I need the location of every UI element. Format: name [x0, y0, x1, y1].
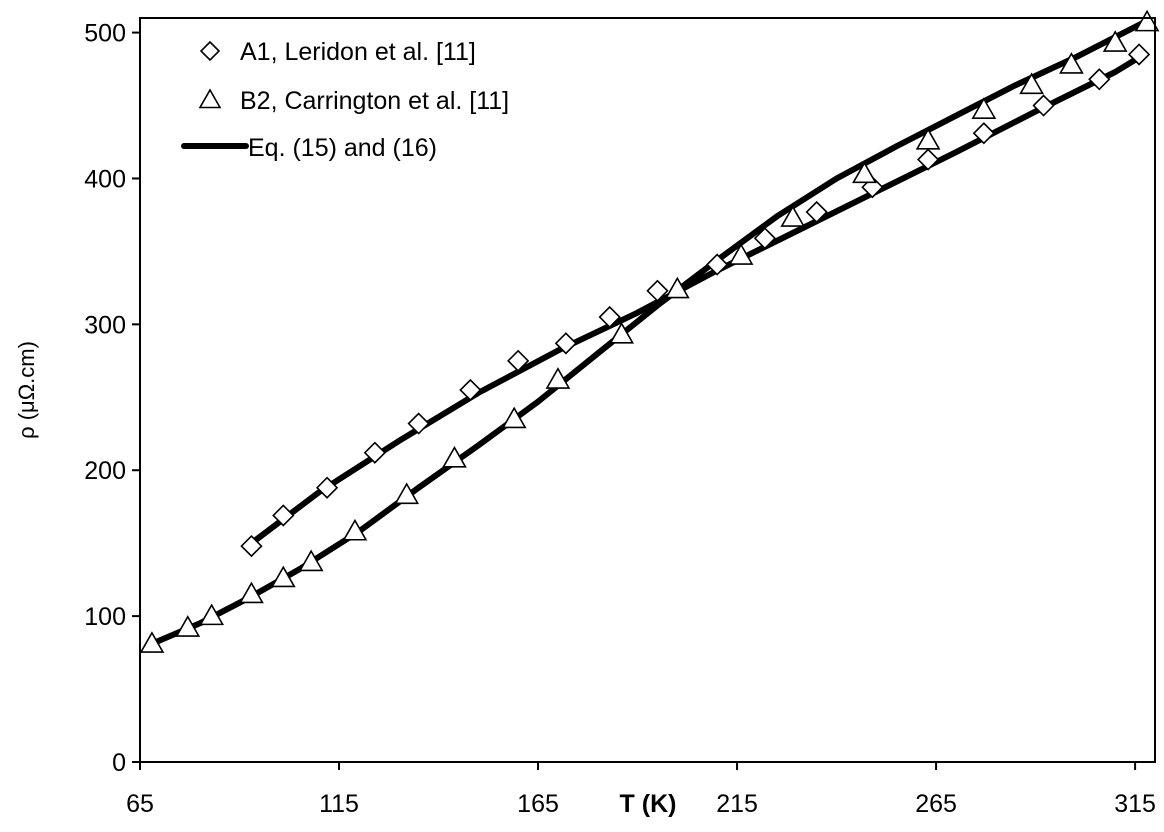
diamond-data-point	[272, 504, 295, 527]
triangle-data-point	[175, 615, 201, 637]
diamond-data-point	[459, 378, 482, 402]
triangle-data-point	[915, 127, 941, 150]
y-axis-title: ρ (μΩ.cm)	[14, 341, 39, 439]
x-tick-label: 215	[716, 790, 758, 818]
triangle-data-point	[780, 205, 806, 227]
x-axis-title: T (K)	[620, 790, 677, 818]
legend-triangle-marker-icon	[198, 88, 222, 109]
y-tick-label: 300	[84, 311, 126, 339]
triangle-data-point	[664, 276, 690, 299]
triangle-data-point	[728, 243, 754, 265]
triangle-data-point	[342, 518, 368, 541]
triangle-data-point	[501, 406, 527, 429]
triangle-data-point	[1134, 9, 1160, 32]
y-tick-label: 500	[84, 20, 126, 48]
axis-ticks: 65 115 165 215 265 315 0 100 200 300 400 500	[84, 20, 1156, 818]
diamond-data-point	[1032, 94, 1055, 117]
legend-entry-b2: B2, Carrington et al. [11]	[240, 87, 509, 115]
y-tick-label: 400	[84, 165, 126, 193]
triangle-data-point	[298, 549, 324, 572]
legend-entry-equation: Eq. (15) and (16)	[248, 134, 437, 162]
diamond-data-point	[407, 412, 430, 435]
triangle-data-point	[394, 482, 420, 505]
legend-entry-a1: A1, Leridon et al. [11]	[240, 38, 476, 66]
x-tick-label: 315	[1114, 790, 1156, 818]
fit-curve-1	[248, 54, 1143, 547]
diamond-data-point	[363, 441, 386, 464]
plot-area-frame	[139, 17, 1156, 763]
diamond-data-point	[598, 305, 621, 329]
diamond-data-point	[706, 253, 729, 276]
legend: A1, Leridon et al. [11] B2, Carrington e…	[181, 38, 509, 162]
x-tick-label: 65	[126, 790, 154, 818]
triangle-data-point	[609, 321, 635, 344]
diamond-data-point	[805, 200, 828, 224]
triangle-data-point	[270, 565, 296, 588]
triangle-data-point	[1059, 52, 1084, 74]
data-markers	[139, 9, 1160, 653]
diamond-data-point	[507, 349, 530, 372]
x-tick-label: 115	[319, 790, 359, 818]
diamond-data-point	[753, 227, 777, 250]
y-tick-label: 200	[84, 457, 126, 485]
fit-curve-2	[148, 17, 1150, 647]
diamond-data-point	[240, 534, 263, 558]
triangle-data-point	[1102, 30, 1128, 52]
diamond-data-point	[1088, 68, 1111, 91]
y-tick-label: 0	[112, 749, 126, 777]
diamond-data-point	[554, 332, 578, 355]
diamond-data-point	[916, 148, 940, 171]
diamond-data-point	[315, 476, 339, 499]
diamond-data-point	[972, 122, 995, 145]
triangle-data-point	[971, 97, 997, 119]
triangle-data-point	[199, 603, 225, 626]
triangle-data-point	[139, 631, 165, 653]
triangle-data-point	[545, 367, 571, 389]
diamond-data-point	[646, 279, 669, 302]
triangle-data-point	[442, 445, 467, 468]
x-tick-label: 165	[517, 790, 559, 818]
x-tick-label: 265	[915, 790, 957, 818]
diamond-data-point	[1127, 43, 1151, 66]
triangle-data-point	[852, 161, 877, 184]
triangle-data-point	[239, 581, 264, 604]
y-tick-label: 100	[84, 603, 126, 631]
legend-diamond-marker-icon	[199, 40, 221, 62]
triangle-data-point	[1019, 72, 1044, 95]
